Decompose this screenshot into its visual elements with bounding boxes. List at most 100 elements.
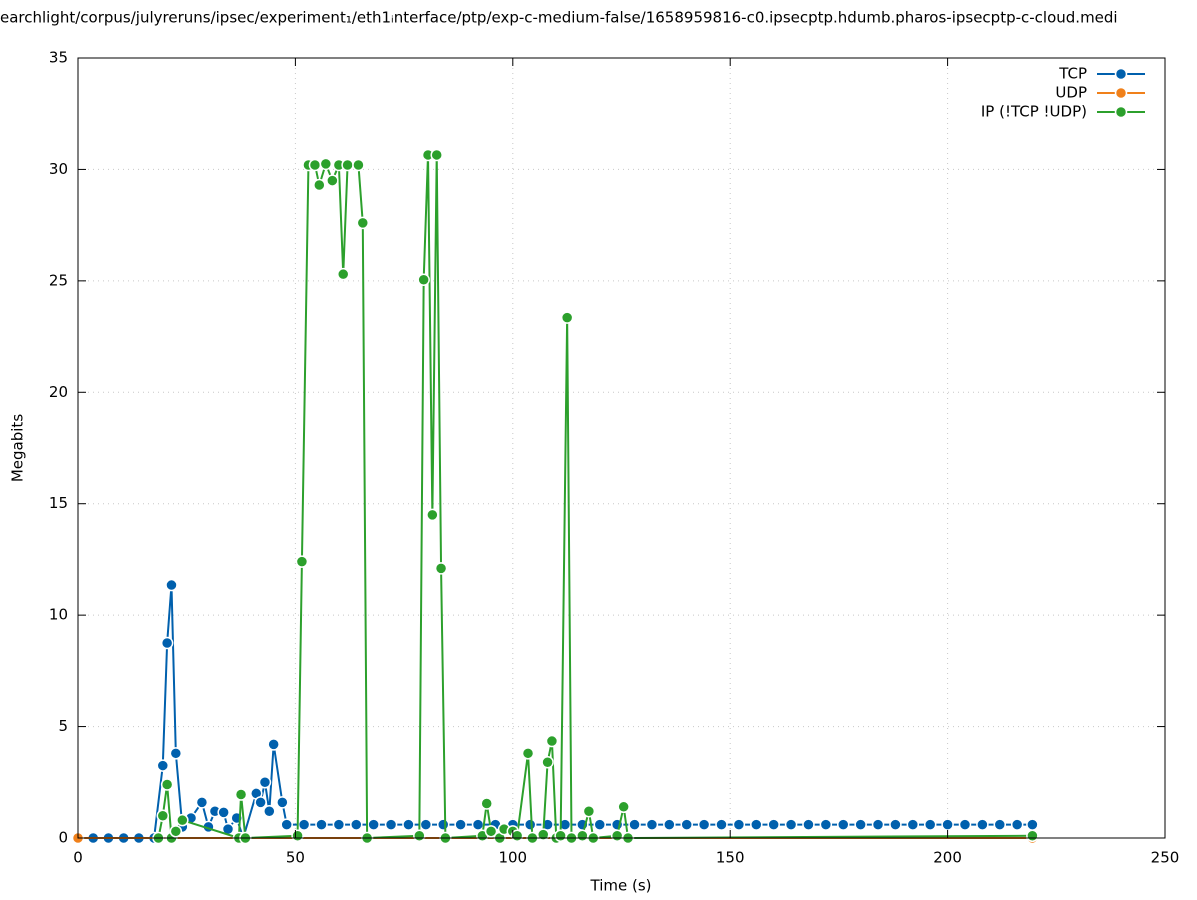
x-tick-label: 250 bbox=[1151, 849, 1180, 867]
data-point bbox=[554, 829, 567, 843]
data-point bbox=[341, 158, 354, 172]
data-point bbox=[663, 818, 676, 831]
data-point bbox=[802, 818, 815, 831]
x-tick-label: 0 bbox=[73, 849, 83, 867]
data-point bbox=[295, 555, 309, 568]
data-point bbox=[767, 818, 780, 831]
data-point bbox=[732, 818, 746, 831]
data-point bbox=[680, 818, 693, 831]
data-point bbox=[750, 818, 763, 831]
data-point bbox=[156, 759, 170, 772]
data-point bbox=[1026, 818, 1039, 831]
data-point bbox=[326, 174, 339, 187]
data-point bbox=[906, 818, 920, 831]
data-point bbox=[434, 562, 448, 575]
data-point bbox=[352, 158, 365, 172]
data-point bbox=[889, 818, 902, 831]
data-point bbox=[280, 818, 293, 831]
data-point bbox=[784, 818, 798, 831]
data-point bbox=[545, 734, 559, 748]
data-point bbox=[308, 158, 322, 172]
data-point bbox=[165, 578, 178, 592]
data-point bbox=[976, 818, 989, 831]
data-point bbox=[402, 818, 415, 831]
data-point bbox=[160, 636, 174, 650]
legend-marker bbox=[1114, 105, 1128, 119]
chart-title: earchlight/corpus/julyreruns/ipsec/exper… bbox=[0, 9, 1118, 27]
data-point bbox=[169, 747, 183, 760]
legend-label: UDP bbox=[1055, 84, 1087, 102]
legend-label: TCP bbox=[1058, 65, 1087, 83]
data-point bbox=[258, 776, 272, 789]
data-point bbox=[436, 818, 450, 831]
data-point bbox=[510, 829, 524, 843]
y-tick-label: 25 bbox=[49, 271, 68, 289]
data-point bbox=[593, 818, 607, 831]
data-point bbox=[430, 148, 443, 162]
data-point bbox=[536, 828, 550, 841]
data-point bbox=[993, 818, 1007, 831]
data-point bbox=[484, 825, 498, 838]
data-point bbox=[156, 809, 170, 822]
x-tick-label: 150 bbox=[716, 849, 745, 867]
x-tick-label: 100 bbox=[498, 849, 527, 867]
data-point bbox=[1010, 818, 1024, 831]
x-tick-label: 50 bbox=[286, 849, 305, 867]
legend-label: IP (!TCP !UDP) bbox=[981, 103, 1087, 121]
legend-marker bbox=[1114, 67, 1128, 81]
data-point bbox=[176, 813, 189, 827]
x-axis-label: Time (s) bbox=[590, 877, 652, 895]
data-point bbox=[871, 818, 885, 831]
data-point bbox=[169, 825, 183, 838]
data-point bbox=[297, 818, 311, 831]
data-point bbox=[160, 778, 174, 791]
data-point bbox=[254, 796, 267, 809]
data-point bbox=[958, 818, 972, 831]
data-point bbox=[697, 818, 711, 831]
legend-marker bbox=[1114, 86, 1128, 100]
x-tick-label: 200 bbox=[933, 849, 962, 867]
data-point bbox=[617, 800, 630, 814]
data-point bbox=[336, 267, 350, 281]
y-tick-label: 5 bbox=[58, 717, 68, 735]
data-point bbox=[291, 829, 304, 843]
data-point bbox=[384, 818, 398, 831]
data-point bbox=[267, 738, 280, 751]
data-point bbox=[217, 806, 230, 819]
data-point bbox=[263, 805, 276, 818]
y-axis-label: Megabits bbox=[9, 414, 27, 482]
data-point bbox=[854, 818, 867, 831]
data-point bbox=[332, 818, 346, 831]
data-point bbox=[315, 818, 328, 831]
data-point bbox=[417, 273, 430, 286]
data-point bbox=[419, 818, 433, 831]
data-point bbox=[576, 829, 589, 843]
data-point bbox=[541, 755, 554, 769]
data-point bbox=[923, 818, 937, 831]
data-point bbox=[426, 508, 439, 522]
data-point bbox=[836, 818, 850, 831]
data-point bbox=[560, 311, 574, 324]
series-line bbox=[157, 154, 1033, 842]
data-point bbox=[1026, 829, 1039, 843]
data-point bbox=[610, 829, 624, 843]
data-point bbox=[628, 818, 641, 831]
data-point bbox=[645, 818, 659, 831]
data-point bbox=[350, 818, 363, 831]
y-tick-label: 10 bbox=[49, 606, 68, 624]
data-point bbox=[819, 818, 833, 831]
data-point bbox=[941, 818, 954, 831]
plot-frame bbox=[77, 57, 1166, 839]
data-point bbox=[480, 797, 493, 810]
data-point bbox=[471, 818, 485, 831]
y-tick-label: 30 bbox=[49, 160, 68, 178]
y-tick-label: 35 bbox=[49, 49, 68, 67]
data-point bbox=[234, 788, 248, 801]
y-tick-label: 15 bbox=[49, 494, 68, 512]
data-point bbox=[313, 178, 326, 192]
data-point bbox=[454, 818, 467, 831]
y-tick-label: 20 bbox=[49, 383, 68, 401]
